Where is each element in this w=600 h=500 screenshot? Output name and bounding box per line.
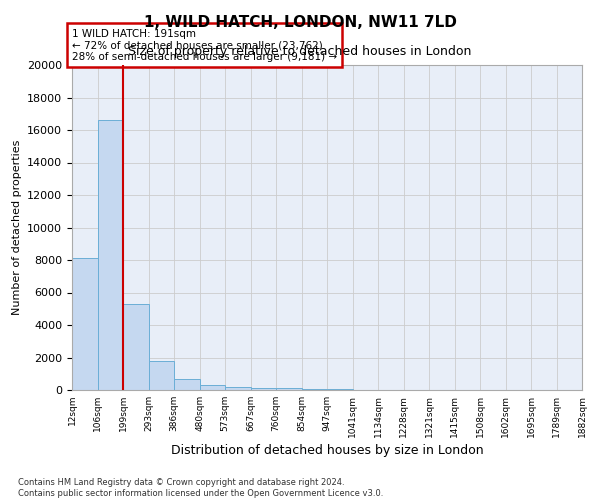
- Bar: [276, 388, 302, 390]
- Bar: [251, 388, 276, 390]
- Text: Size of property relative to detached houses in London: Size of property relative to detached ho…: [128, 45, 472, 58]
- Bar: [149, 361, 174, 390]
- Text: 1 WILD HATCH: 191sqm
← 72% of detached houses are smaller (23,762)
28% of semi-d: 1 WILD HATCH: 191sqm ← 72% of detached h…: [72, 28, 337, 62]
- Text: Contains HM Land Registry data © Crown copyright and database right 2024.
Contai: Contains HM Land Registry data © Crown c…: [18, 478, 383, 498]
- Bar: [200, 385, 225, 390]
- Bar: [174, 380, 200, 390]
- Bar: [123, 304, 149, 390]
- X-axis label: Distribution of detached houses by size in London: Distribution of detached houses by size …: [170, 444, 484, 457]
- Bar: [225, 387, 251, 390]
- Text: 1, WILD HATCH, LONDON, NW11 7LD: 1, WILD HATCH, LONDON, NW11 7LD: [143, 15, 457, 30]
- Y-axis label: Number of detached properties: Number of detached properties: [11, 140, 22, 315]
- Bar: [72, 258, 98, 390]
- Bar: [98, 120, 123, 390]
- Bar: [302, 389, 327, 390]
